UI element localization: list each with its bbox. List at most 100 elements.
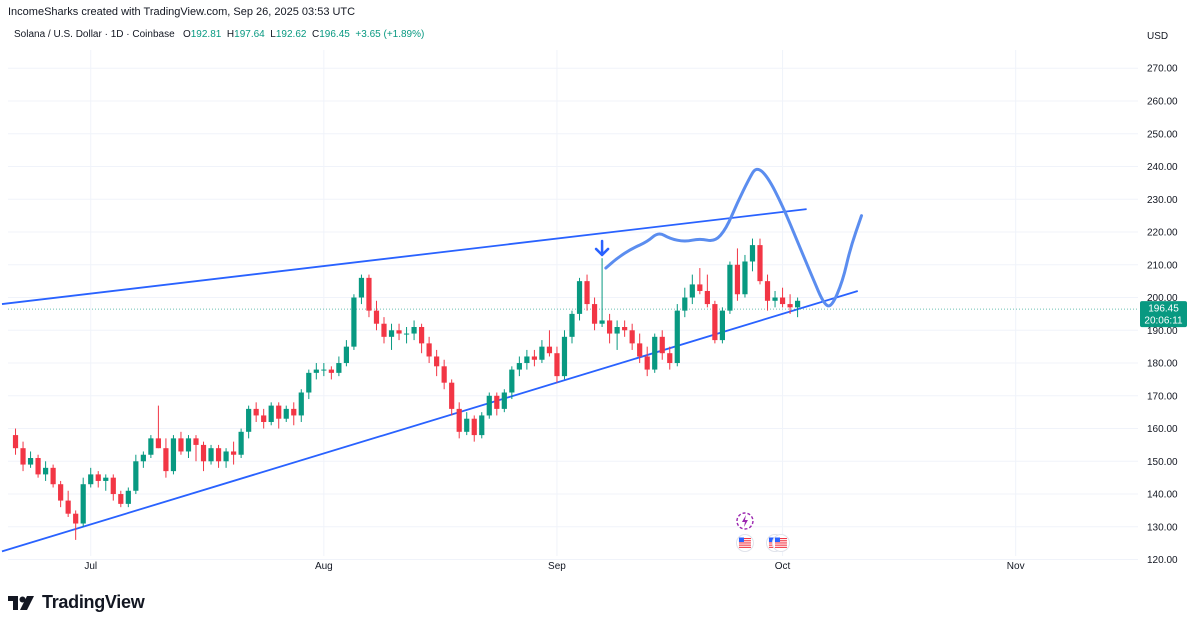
candle-body [787,304,793,308]
candle-body [65,500,71,514]
price-tick-label: 220.00 [1147,228,1178,239]
low-label: L [270,29,276,40]
dividends-splits-icon[interactable] [736,512,754,530]
chart-credit: IncomeSharks created with TradingView.co… [8,6,356,18]
price-tick-label: 180.00 [1147,359,1178,370]
candle-body [652,336,658,370]
candle-body [110,477,116,495]
candle-body [501,392,507,409]
candle-body [712,304,718,341]
candle-body [336,363,342,373]
brand-name: TradingView [42,592,145,612]
price-axis[interactable]: 120.00 130.00 140.00 150.00 160.00 170.00 180.… [1147,64,1178,566]
candle-body [622,327,628,331]
candle-body [133,461,139,491]
candle-body [772,297,778,301]
candle-body [178,438,184,452]
candle-body [441,366,447,383]
candle-body [313,369,319,373]
candle-body [58,484,64,501]
candle-body [426,343,432,357]
candle-body [163,448,169,472]
candle-body [644,356,650,370]
currency-label[interactable]: USD [1147,31,1169,42]
candle-body [757,245,763,282]
candle-body [223,451,229,462]
us-economic-event-icon[interactable] [771,534,790,552]
candle-body [283,408,289,419]
candle-body [554,353,560,377]
candle-body [546,346,553,354]
candle-body [343,346,349,364]
candle-body [599,320,605,324]
flag-stripe [774,544,787,546]
candle-body [215,448,222,462]
price-tick-label: 160.00 [1147,424,1178,435]
upper-trendline [1,208,807,305]
candle-body [268,405,274,422]
candle-body [125,490,131,504]
candle-body [569,313,575,337]
candle-body [403,333,410,335]
candle-body [561,336,568,377]
candle-body [734,264,741,295]
price-tick-label: 150.00 [1147,457,1178,468]
candle-body [193,438,199,445]
close-label: C [312,29,320,40]
tradingview-brand: TradingView [8,592,145,613]
candle-body [246,408,252,432]
high-value: 197.64 [234,29,265,40]
candle-body [358,277,365,298]
candle-body [103,477,109,481]
candle-body [479,415,485,436]
open-label: O [182,29,191,40]
time-tick-label: Jul [84,561,97,572]
candle-body [576,281,583,314]
flag-stripe [738,540,751,542]
countdown-value: 20:06:11 [1144,316,1183,327]
down-arrow-icon[interactable] [594,239,610,257]
price-tick-label: 170.00 [1147,391,1178,402]
candle-body [764,281,771,301]
candle-body [388,330,395,337]
time-tick-label: Oct [775,561,791,572]
candle-body [261,415,267,422]
candle-body [321,369,327,371]
flag-canton [738,537,744,542]
candle-body [719,310,725,341]
candle-body [704,290,710,305]
time-axis[interactable]: Jul Aug Sep Oct Nov [84,561,1024,572]
candle-body [12,435,19,449]
candle-body [539,346,545,360]
candle-body [795,300,801,308]
candle-body [148,438,154,455]
candle-body [434,356,440,367]
us-economic-event-icon[interactable] [735,534,754,552]
flag-stripe [774,538,787,540]
event-markers[interactable] [735,512,790,552]
candle-body [238,431,244,455]
candles [12,238,801,540]
candle-body [674,310,680,364]
candle-body [351,297,357,347]
candle-body [73,513,79,524]
candle-body [682,297,688,311]
flag-stripe [738,544,751,546]
price-tick-label: 190.00 [1147,326,1178,337]
candle-body [689,284,695,298]
candle-body [185,438,192,452]
symbol-name[interactable]: Solana / U.S. Dollar · 1D · Coinbase [14,29,175,40]
flag-stripe [738,542,751,544]
close-value: 196.45 [319,29,350,40]
candle-body [50,467,56,485]
tradingview-logo-icon [8,595,34,610]
candle-body [381,323,387,337]
candle-body [231,451,237,455]
candle-body [118,494,124,504]
candle-body [697,284,703,291]
forecast-drawing[interactable] [604,167,864,308]
candle-body [667,353,673,364]
bolt-shape [741,515,748,527]
candle-body [471,418,477,436]
